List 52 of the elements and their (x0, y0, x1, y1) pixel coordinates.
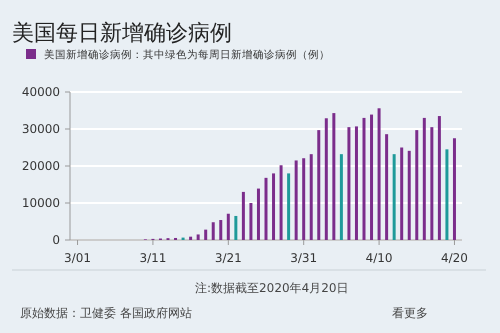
x-tick-label: 4/20 (440, 251, 468, 265)
bar (280, 165, 283, 240)
bar (302, 158, 306, 240)
text: 看更多 (392, 306, 428, 320)
bar (189, 236, 192, 240)
bar (370, 114, 374, 240)
x-tick-label: 3/01 (64, 251, 92, 265)
bar (264, 178, 268, 240)
bar (362, 118, 366, 240)
bar (294, 160, 298, 240)
bar (392, 154, 396, 240)
bar (347, 127, 350, 240)
bar (287, 173, 290, 240)
text: 原始数据：卫健委 各国政府网站 (20, 306, 192, 320)
x-tick-label: 3/21 (214, 251, 242, 265)
bar (324, 118, 328, 240)
bar (354, 126, 358, 240)
bar (408, 150, 411, 240)
bar (249, 203, 252, 240)
y-tick-label: 30000 (22, 122, 60, 136)
bar (317, 130, 320, 240)
bar (430, 127, 434, 240)
bar (415, 130, 418, 240)
chart-title: 美国每日新增确诊病例 (12, 21, 232, 46)
bar (422, 118, 426, 240)
bar (219, 220, 222, 240)
bar (204, 230, 208, 240)
bar (310, 154, 313, 240)
bar (438, 116, 441, 240)
legend-label: 美国新增确诊病例：其中绿色为每周日新增确诊病例（例） (44, 48, 330, 61)
bar (272, 173, 276, 240)
bar (340, 154, 343, 240)
bar (256, 188, 260, 240)
y-tick-label: 40000 (22, 85, 60, 99)
y-tick-label: 10000 (22, 196, 60, 210)
bar (445, 149, 448, 240)
bar (242, 192, 245, 240)
bar (400, 148, 404, 240)
bar (378, 108, 381, 240)
bar (226, 214, 230, 240)
x-tick-label: 3/11 (139, 251, 166, 265)
y-tick-label: 20000 (22, 159, 60, 173)
x-tick-label: 4/10 (366, 251, 393, 265)
bar (234, 216, 238, 240)
text: 注:数据截至2020年4月20日 (195, 281, 348, 295)
bar (212, 222, 215, 240)
bar (385, 134, 388, 240)
bar (196, 234, 200, 240)
bar (332, 113, 336, 240)
x-tick-label: 3/31 (290, 251, 318, 265)
y-tick-label: 0 (52, 233, 60, 247)
bar (452, 138, 456, 240)
